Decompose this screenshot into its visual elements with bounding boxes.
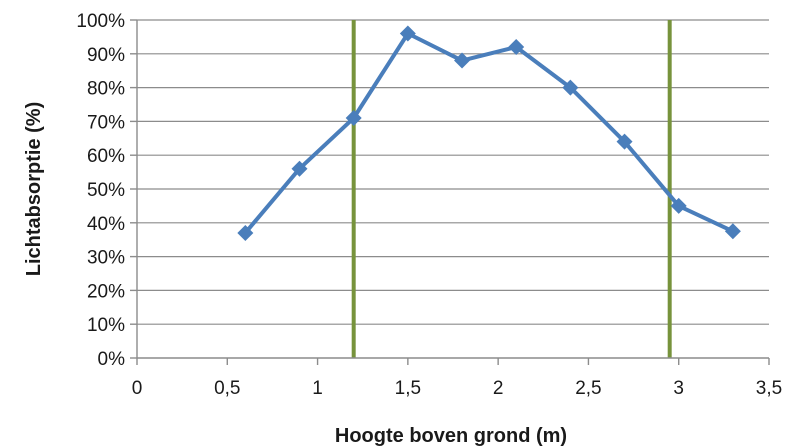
- y-tick-label: 30%: [87, 248, 125, 269]
- gridlines: [137, 19, 769, 325]
- data-point: [670, 197, 687, 214]
- x-tick-label: 3,5: [756, 378, 782, 399]
- data-point: [724, 223, 741, 240]
- y-tick-label: 0%: [98, 349, 126, 370]
- x-tick-label: 1,5: [395, 378, 421, 399]
- y-tick-label: 20%: [87, 281, 125, 302]
- tick-labels: 0% 10% 20% 30% 40% 50% 60% 70% 80% 90% 100% 0 0,5 1 1,…: [76, 11, 782, 399]
- data-point: [562, 79, 579, 96]
- y-tick-label: 40%: [87, 214, 125, 235]
- y-tick-label: 90%: [87, 45, 125, 66]
- x-tick-label: 2: [493, 378, 504, 399]
- x-tick-label: 0: [132, 378, 143, 399]
- axes: [130, 19, 770, 365]
- series: [237, 25, 741, 241]
- y-tick-label: 50%: [87, 180, 125, 201]
- x-tick-label: 1: [312, 378, 323, 399]
- x-tick-label: 0,5: [214, 378, 240, 399]
- x-tick-label: 3: [673, 378, 684, 399]
- y-tick-label: 80%: [87, 79, 125, 100]
- data-point: [616, 133, 633, 150]
- data-point: [291, 160, 308, 177]
- data-point: [508, 39, 525, 56]
- reference-lines: [351, 20, 672, 358]
- y-tick-label: 100%: [76, 11, 125, 32]
- data-point: [454, 52, 471, 69]
- y-tick-label: 10%: [87, 315, 125, 336]
- y-axis-title: Lichtabsorptie (%): [23, 102, 45, 276]
- series-line: [243, 31, 734, 235]
- x-axis-title: Hoogte boven grond (m): [335, 425, 567, 447]
- y-tick-label: 70%: [87, 112, 125, 133]
- data-point: [399, 25, 416, 42]
- data-point: [345, 110, 362, 127]
- data-point: [237, 224, 254, 241]
- x-tick-label: 2,5: [575, 378, 601, 399]
- y-tick-label: 60%: [87, 146, 125, 167]
